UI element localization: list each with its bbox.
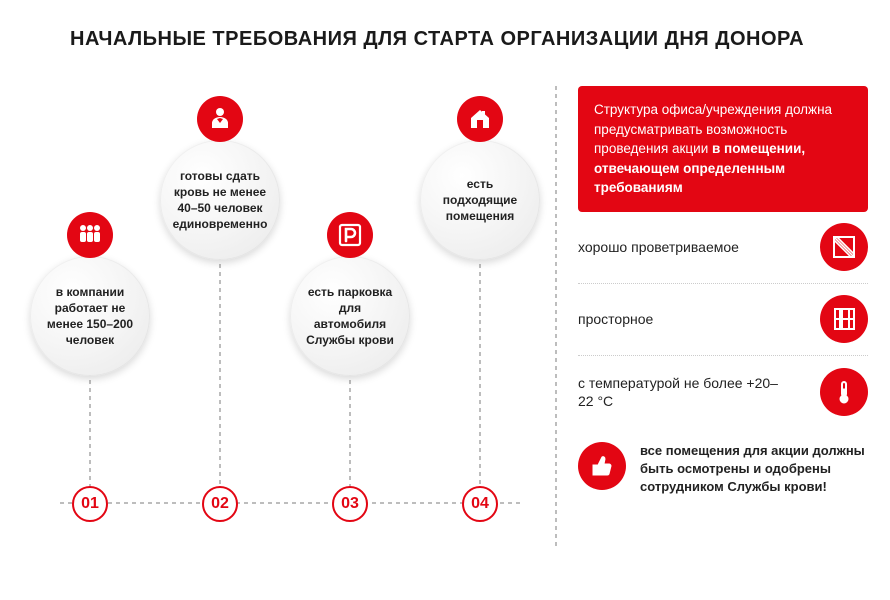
timeline-bubble: в компании работает не менее 150–200 чел…	[30, 256, 150, 376]
panel-header: Структура офиса/учреждения должна предус…	[578, 86, 868, 212]
requirement-row: хорошо проветриваемое	[578, 212, 868, 284]
timeline-bubble: есть парковка для автомобиля Службы кров…	[290, 256, 410, 376]
timeline-stem	[479, 240, 481, 486]
timeline-bubble: есть подходящие помещения	[420, 140, 540, 260]
house-icon	[457, 96, 503, 142]
requirement-label: хорошо проветриваемое	[578, 238, 739, 256]
requirement-label: с температурой не более +20–22 °C	[578, 374, 778, 410]
window-icon	[820, 295, 868, 343]
thermometer-icon	[820, 368, 868, 416]
thumb-icon	[578, 442, 626, 490]
note-row: все помещения для акции должны быть осмо…	[578, 442, 868, 497]
requirement-label: просторное	[578, 310, 653, 328]
timeline-bubble: готовы сдать кровь не менее 40–50 челове…	[160, 140, 280, 260]
parking-icon	[327, 212, 373, 258]
page-title: НАЧАЛЬНЫЕ ТРЕБОВАНИЯ ДЛЯ СТАРТА ОРГАНИЗА…	[70, 28, 804, 51]
requirement-row: с температурой не более +20–22 °C	[578, 356, 868, 428]
right-panel: Структура офиса/учреждения должна предус…	[578, 86, 868, 496]
timeline-baseline	[60, 502, 520, 504]
requirement-row: просторное	[578, 284, 868, 356]
timeline-stem	[219, 240, 221, 486]
vertical-divider	[555, 86, 557, 550]
person-icon	[197, 96, 243, 142]
timeline-marker: 04	[462, 486, 498, 522]
timeline-marker: 03	[332, 486, 368, 522]
timeline: 01в компании работает не менее 150–200 ч…	[60, 80, 540, 540]
vent-icon	[820, 223, 868, 271]
timeline-marker: 02	[202, 486, 238, 522]
timeline-marker: 01	[72, 486, 108, 522]
note-text: все помещения для акции должны быть осмо…	[640, 442, 868, 497]
people-icon	[67, 212, 113, 258]
